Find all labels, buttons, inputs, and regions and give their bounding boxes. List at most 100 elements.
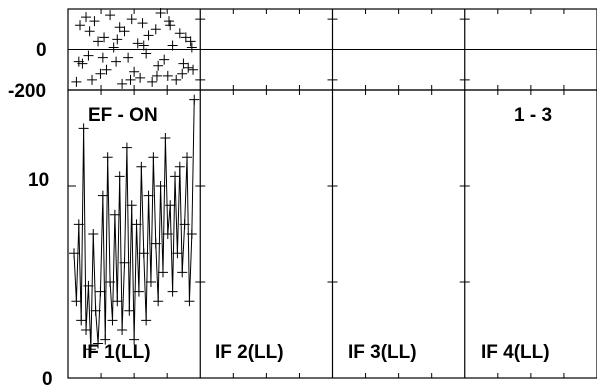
amp-point bbox=[109, 209, 120, 220]
amp-point bbox=[76, 315, 87, 326]
phase-point bbox=[174, 28, 185, 39]
amp-point bbox=[112, 296, 123, 307]
amp-point bbox=[102, 152, 113, 163]
phase-point bbox=[180, 32, 191, 43]
amp-point bbox=[133, 286, 144, 297]
phase-point bbox=[178, 58, 189, 69]
amp-point bbox=[121, 142, 132, 153]
amp-point bbox=[73, 219, 84, 230]
phase-point bbox=[101, 64, 112, 75]
amp-point bbox=[172, 248, 183, 259]
phase-point bbox=[135, 72, 146, 83]
amp-point bbox=[155, 181, 166, 191]
phase-point bbox=[153, 60, 164, 71]
amp-point bbox=[160, 133, 171, 143]
amp-point bbox=[150, 238, 161, 249]
phase-point bbox=[89, 16, 100, 27]
amp-point bbox=[186, 229, 197, 239]
phase-point bbox=[147, 76, 158, 87]
amp-point bbox=[85, 344, 96, 355]
phase-point bbox=[114, 22, 125, 33]
phase-point bbox=[93, 36, 104, 47]
amp-point bbox=[138, 248, 149, 259]
phase-point bbox=[73, 56, 84, 67]
amp-point bbox=[129, 334, 140, 345]
amp-point bbox=[165, 200, 176, 211]
phase-point bbox=[137, 18, 148, 29]
phase-point bbox=[83, 50, 94, 61]
if-panel-label: IF 1(LL) bbox=[82, 342, 151, 363]
amp-point bbox=[95, 286, 106, 297]
phase-point bbox=[108, 42, 119, 53]
amp-point bbox=[145, 277, 156, 287]
phase-point bbox=[81, 12, 92, 23]
amp-point bbox=[136, 161, 147, 172]
amp-point bbox=[83, 280, 94, 291]
amp-point bbox=[157, 267, 168, 278]
phase-point bbox=[185, 36, 196, 47]
amp-point bbox=[126, 200, 137, 211]
phase-point bbox=[186, 42, 197, 53]
amp-point bbox=[100, 334, 111, 345]
amp-point bbox=[71, 296, 82, 307]
phase-point bbox=[112, 34, 123, 45]
amp-point bbox=[184, 296, 195, 307]
amp-point bbox=[141, 315, 152, 326]
phase-point bbox=[159, 54, 170, 65]
phase-point bbox=[111, 56, 122, 67]
phase-point bbox=[87, 74, 98, 85]
amp-point bbox=[93, 338, 104, 349]
amp-point bbox=[177, 267, 188, 278]
phase-point bbox=[183, 62, 194, 73]
phase-ytick-label: 0 bbox=[36, 40, 47, 61]
amp-point bbox=[90, 305, 101, 316]
phase-point bbox=[177, 68, 188, 79]
phase-point bbox=[188, 64, 199, 75]
phase-point bbox=[99, 32, 110, 43]
phase-point bbox=[171, 74, 182, 85]
if-panel-label: IF 3(LL) bbox=[348, 342, 417, 363]
amp-point bbox=[189, 94, 200, 105]
if-panel-label: IF 4(LL) bbox=[481, 342, 550, 363]
amp-point bbox=[153, 296, 164, 307]
amp-point bbox=[88, 229, 99, 239]
amp-point bbox=[167, 286, 178, 297]
amp-point bbox=[117, 325, 128, 335]
amp-point bbox=[148, 152, 159, 163]
phase-point bbox=[126, 14, 137, 25]
phase-point bbox=[167, 40, 178, 51]
phase-point bbox=[138, 40, 149, 51]
amp-point bbox=[78, 123, 89, 134]
phase-point bbox=[143, 30, 154, 41]
phase-point bbox=[141, 48, 152, 59]
amp-point bbox=[97, 190, 108, 201]
phase-point bbox=[162, 70, 173, 81]
amp-point bbox=[179, 219, 190, 230]
phase-point bbox=[119, 26, 130, 37]
amp-point bbox=[131, 219, 142, 230]
phase-point bbox=[71, 76, 82, 87]
amp-ytick-label: 10 bbox=[28, 170, 49, 191]
phase-point bbox=[151, 70, 162, 81]
amp-point bbox=[170, 171, 181, 182]
phase-point bbox=[132, 38, 143, 49]
phase-point bbox=[97, 52, 108, 63]
amp-point bbox=[81, 325, 92, 335]
phase-point bbox=[129, 66, 140, 77]
amp-ytick-label: 0 bbox=[42, 369, 53, 387]
phase-point bbox=[155, 8, 166, 19]
phase-point bbox=[163, 16, 174, 27]
amp-point bbox=[107, 315, 118, 326]
phase-ytick-label: -200 bbox=[8, 81, 46, 102]
phase-point bbox=[150, 24, 161, 35]
chart-title-left: EF - ON bbox=[88, 105, 158, 126]
phase-point bbox=[165, 20, 176, 31]
amp-point bbox=[69, 248, 79, 259]
amp-point bbox=[124, 305, 135, 316]
phase-point bbox=[95, 68, 106, 79]
phase-point bbox=[75, 20, 86, 31]
amp-point bbox=[114, 171, 125, 182]
phase-point bbox=[123, 52, 134, 63]
amp-point bbox=[105, 277, 116, 287]
